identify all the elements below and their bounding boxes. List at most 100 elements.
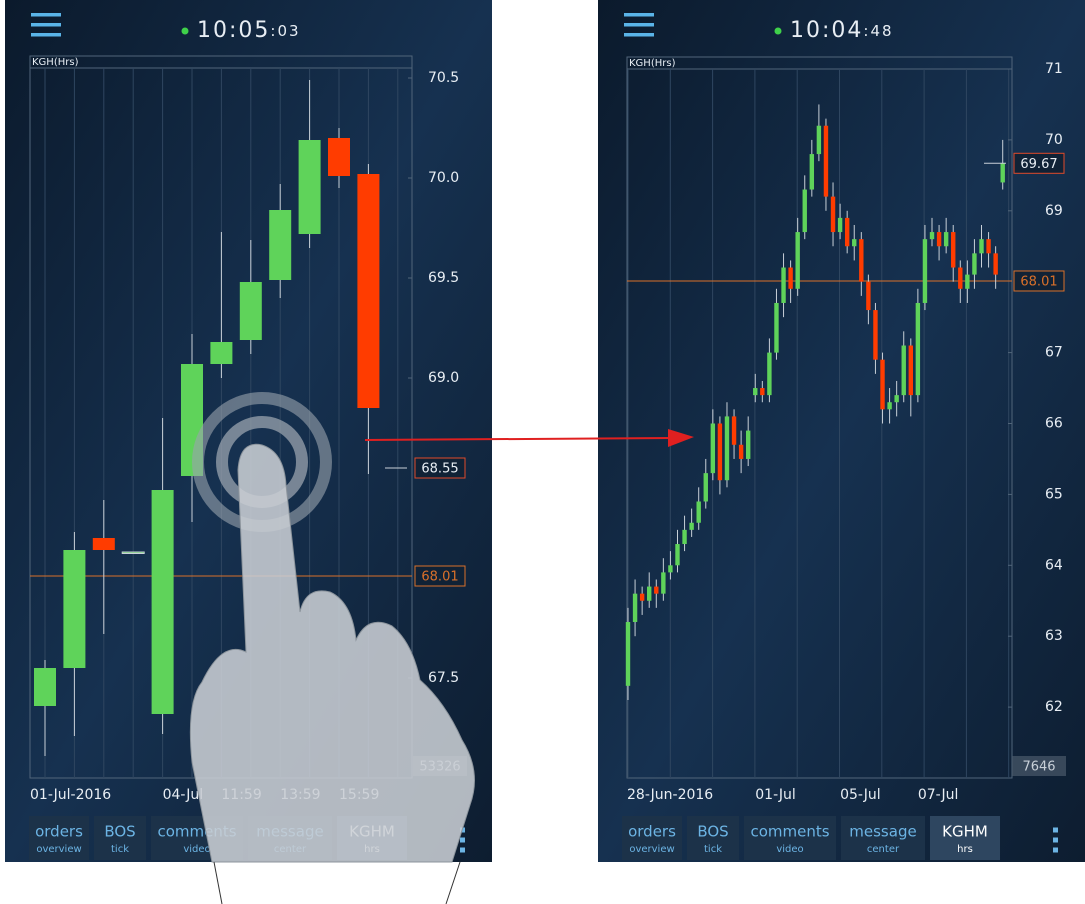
candle-body	[894, 395, 899, 403]
candle-body	[731, 416, 737, 445]
candle-body	[745, 430, 751, 459]
reference-box	[414, 565, 466, 587]
tab-subtitle: hrs	[957, 844, 973, 855]
tab[interactable]	[687, 816, 739, 860]
tab-subtitle: video	[776, 844, 803, 855]
candle-body	[887, 402, 892, 410]
candle-body	[738, 444, 744, 459]
tab-subtitle: tick	[111, 844, 129, 855]
clock-time: 10:05	[197, 18, 270, 43]
more-icon[interactable]	[1053, 847, 1058, 853]
clock-seconds: :03	[270, 22, 300, 40]
clock: 10:05:03	[197, 18, 301, 43]
tab-title: message	[849, 823, 916, 841]
candle-body	[873, 310, 878, 360]
candle-body	[823, 125, 829, 197]
candle-body	[682, 529, 687, 545]
candle-body	[986, 239, 991, 254]
y-tick-label: 70.5	[428, 70, 459, 86]
clock-time: 10:04	[790, 18, 863, 43]
candle-body	[795, 232, 800, 289]
tab[interactable]	[94, 816, 146, 860]
chart-title: KGH(Hrs)	[629, 58, 676, 69]
chart-title: KGH(Hrs)	[32, 57, 79, 68]
tab-title: BOS	[104, 823, 135, 841]
menu-icon[interactable]	[31, 23, 61, 27]
more-icon[interactable]	[1053, 837, 1058, 843]
reference-label: 68.01	[421, 570, 458, 585]
y-tick-label: 64	[1045, 557, 1063, 573]
candle-body	[816, 125, 822, 155]
tab[interactable]	[841, 816, 925, 860]
candle-body	[239, 282, 262, 340]
candle-body	[936, 232, 942, 247]
x-tick-label: 07-Jul	[918, 787, 959, 803]
candle-body	[689, 522, 694, 530]
y-tick-label: 69.0	[428, 370, 459, 386]
hand	[189, 443, 475, 863]
candle-body	[753, 388, 758, 396]
arrow	[364, 437, 673, 441]
menu-icon[interactable]	[624, 13, 654, 17]
candle-body	[781, 267, 786, 303]
y-tick-label: 71	[1045, 61, 1063, 77]
x-tick-label: 01-Jul-2016	[30, 787, 111, 803]
tab-subtitle: tick	[704, 844, 722, 855]
tab[interactable]	[744, 816, 836, 860]
menu-icon[interactable]	[624, 23, 654, 27]
screen-background	[598, 0, 1085, 862]
clock-seconds: :48	[863, 22, 893, 40]
y-tick-label: 70	[1045, 132, 1063, 148]
tab[interactable]	[622, 816, 682, 860]
candle-body	[328, 138, 350, 176]
last-price-label: 68.55	[421, 462, 458, 477]
x-tick-label: 01-Jul	[755, 787, 796, 803]
more-icon[interactable]	[460, 847, 465, 853]
last-price-box	[414, 457, 466, 479]
chart-frame	[626, 56, 1013, 779]
candle-body	[929, 232, 935, 240]
tab-subtitle: center	[867, 844, 900, 855]
more-icon[interactable]	[1053, 827, 1058, 833]
candle-body	[993, 253, 998, 275]
tab-subtitle: overview	[36, 844, 81, 855]
y-tick-label: 69.5	[428, 270, 459, 286]
y-tick-label: 62	[1045, 699, 1063, 715]
candle-body	[647, 586, 652, 601]
more-icon[interactable]	[460, 837, 465, 843]
candle-body	[668, 565, 673, 573]
candle-body	[34, 668, 56, 706]
reference-box	[1013, 270, 1065, 292]
menu-icon[interactable]	[31, 13, 61, 17]
menu-icon[interactable]	[31, 33, 61, 37]
candle-body	[696, 501, 701, 523]
candle-body	[767, 352, 772, 396]
tab-title: comments	[750, 823, 829, 841]
tab[interactable]	[29, 816, 89, 860]
candle-body	[852, 239, 857, 247]
candle-body	[837, 217, 843, 233]
candle-body	[859, 239, 864, 282]
candle-body	[703, 473, 708, 502]
tab-title: KGHM	[942, 823, 988, 841]
candle-body	[908, 345, 913, 396]
candle-body	[830, 196, 836, 233]
candle-body	[760, 388, 765, 396]
y-tick-label: 67	[1045, 345, 1063, 361]
candle-body	[972, 253, 977, 275]
tab[interactable]	[930, 816, 1000, 860]
tab-subtitle: video	[183, 844, 210, 855]
candle-body	[922, 239, 928, 303]
last-price-box	[1013, 152, 1065, 174]
candle-body	[675, 544, 680, 566]
y-tick-label: 67.5	[428, 670, 459, 686]
y-tick-label: 66	[1045, 416, 1063, 432]
menu-icon[interactable]	[624, 33, 654, 37]
status-dot	[774, 27, 782, 35]
candle-body	[915, 302, 921, 396]
candle-body	[866, 281, 871, 311]
touch-overlay	[189, 392, 694, 904]
hand-outline	[213, 861, 223, 904]
candle-body	[979, 239, 984, 254]
